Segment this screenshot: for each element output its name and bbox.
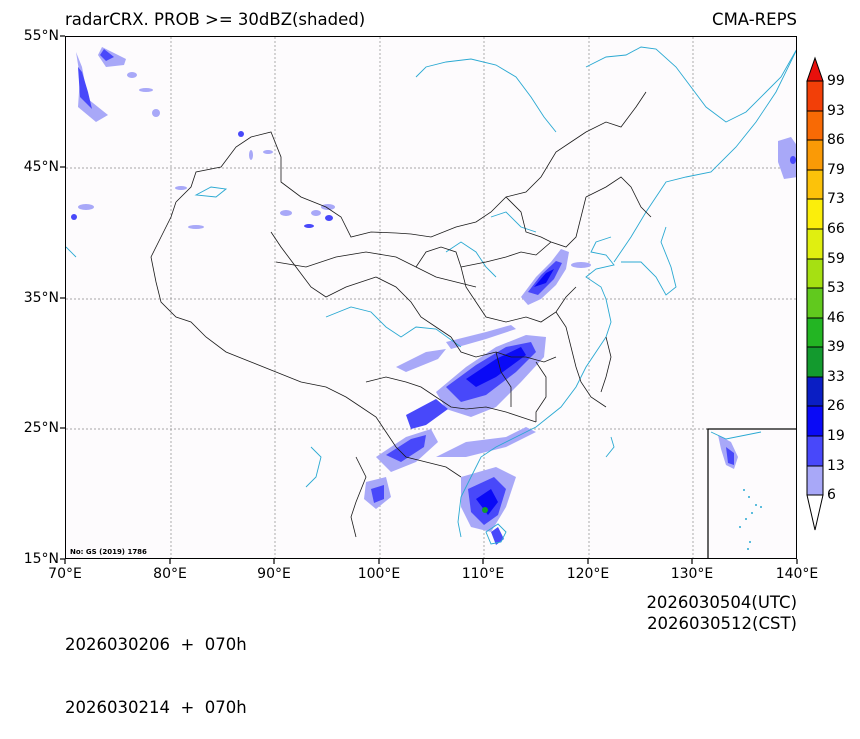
- y-tick-45n: 45°N: [23, 159, 59, 175]
- colorbar-label-33: 33: [827, 369, 845, 385]
- x-tick-110e: 110°E: [461, 566, 505, 582]
- coastlines: [66, 46, 796, 545]
- colorbar: [806, 56, 856, 536]
- colorbar-label-66: 66: [827, 221, 845, 237]
- south-china-sea-inset: [707, 428, 796, 558]
- colorbar-swatches: [806, 56, 824, 531]
- colorbar-label-26: 26: [827, 398, 845, 414]
- x-tick-80e: 80°E: [153, 566, 187, 582]
- model-name: CMA-REPS: [712, 10, 797, 29]
- x-tick-120e: 120°E: [566, 566, 610, 582]
- init-time-cst: 2026030214 + 070h: [65, 698, 247, 717]
- x-axis-labels: 70°E 80°E 90°E 100°E 110°E 120°E 130°E 1…: [0, 566, 860, 586]
- map-review-number: No: GS (2019) 1786: [70, 548, 147, 556]
- chart-title: radarCRX. PROB >= 30dBZ(shaded): [65, 10, 366, 29]
- x-tick-100e: 100°E: [357, 566, 401, 582]
- colorbar-label-73: 73: [827, 191, 845, 207]
- valid-time-block: 2026030504(UTC) 2026030512(CST): [646, 592, 797, 634]
- colorbar-label-19: 19: [827, 428, 845, 444]
- y-tick-35n: 35°N: [23, 290, 59, 306]
- colorbar-label-99: 99: [827, 73, 845, 89]
- init-time-block: 2026030206 + 070h 2026030214 + 070h: [65, 592, 247, 739]
- x-tick-90e: 90°E: [257, 566, 291, 582]
- y-tick-25n: 25°N: [23, 420, 59, 436]
- map-canvas: [66, 37, 796, 558]
- valid-time-cst: 2026030512(CST): [647, 614, 797, 633]
- x-tick-marks: [64, 559, 798, 564]
- colorbar-label-6: 6: [827, 487, 836, 503]
- x-tick-140e: 140°E: [775, 566, 819, 582]
- colorbar-label-93: 93: [827, 103, 845, 119]
- colorbar-label-46: 46: [827, 310, 845, 326]
- y-axis-labels: 55°N 45°N 35°N 25°N 15°N: [0, 0, 59, 647]
- valid-time-utc: 2026030504(UTC): [646, 593, 797, 612]
- colorbar-label-13: 13: [827, 458, 845, 474]
- y-tick-15n: 15°N: [23, 551, 59, 567]
- graticule: [66, 37, 796, 558]
- x-tick-130e: 130°E: [670, 566, 714, 582]
- colorbar-label-53: 53: [827, 280, 845, 296]
- y-tick-marks: [60, 35, 65, 560]
- map-plot-area[interactable]: No: GS (2019) 1786: [65, 36, 797, 559]
- colorbar-label-39: 39: [827, 339, 845, 355]
- colorbar-label-59: 59: [827, 251, 845, 267]
- y-tick-55n: 55°N: [23, 28, 59, 44]
- init-time-utc: 2026030206 + 070h: [65, 635, 247, 654]
- colorbar-label-79: 79: [827, 162, 845, 178]
- prob-shading: [71, 47, 796, 545]
- x-tick-70e: 70°E: [48, 566, 82, 582]
- colorbar-label-86: 86: [827, 132, 845, 148]
